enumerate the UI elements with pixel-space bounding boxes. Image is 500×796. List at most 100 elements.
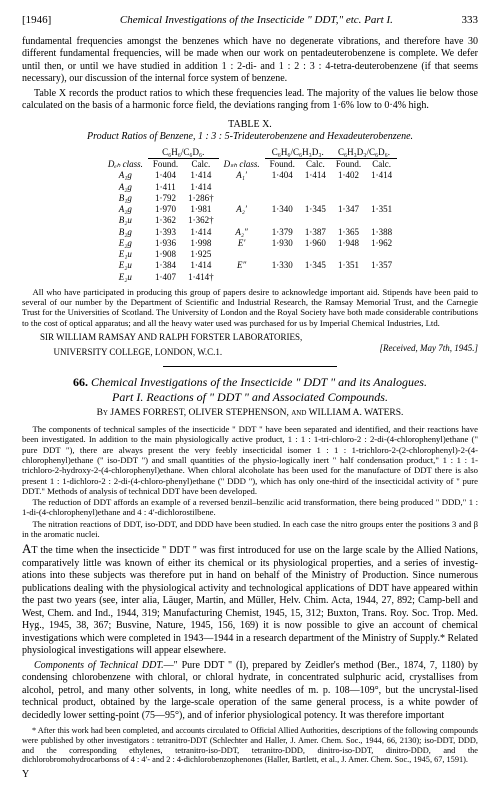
table-cell: 1·330 [265, 260, 300, 271]
article-title-2: Part I. Reactions of " DDT " and Associa… [112, 390, 388, 404]
table-cell [265, 182, 300, 193]
table-cell: 1·404 [148, 170, 183, 181]
table-subcaption: Product Ratios of Benzene, 1 : 3 : 5-Tri… [22, 131, 478, 144]
article-title: 66. Chemical Investigations of the Insec… [22, 375, 478, 405]
table-cell [300, 249, 331, 260]
table-row: E₂u1·4071·414† [103, 272, 397, 283]
table-cell [300, 182, 331, 193]
table-cell [331, 193, 366, 204]
table-cell: 1·414 [366, 170, 397, 181]
table-cell [366, 249, 397, 260]
table-cell: 1·925 [183, 249, 219, 260]
table-row: A₁g1·4041·414A₁′1·4041·4141·4021·414 [103, 170, 397, 181]
table-cell: 1·365 [331, 227, 366, 238]
table-cell [300, 215, 331, 226]
table-cell: 1·414 [183, 182, 219, 193]
table-cell: 1·414 [300, 170, 331, 181]
table-cell: 1·393 [148, 227, 183, 238]
address-line-1: SIR WILLIAM RAMSAY AND RALPH FORSTER LAB… [22, 332, 478, 343]
table-cell: A₂g [103, 204, 148, 215]
table-cell: E₂g [103, 238, 148, 249]
group-header: C₆H₆/C₆D₆. [148, 147, 219, 159]
product-ratio-table: C₆H₆/C₆D₆. C₆H₆/C₆H₃D₃. C₆H₃D₃/C₆D₆. Dₑₕ… [103, 147, 397, 283]
table-cell: 1·411 [148, 182, 183, 193]
table-cell: A₂″ [219, 227, 265, 238]
header-page: 333 [462, 14, 479, 28]
table-cell: 1·960 [300, 238, 331, 249]
table-cell: 1·908 [148, 249, 183, 260]
table-cell [366, 272, 397, 283]
table-cell [219, 272, 265, 283]
table-cell [331, 215, 366, 226]
table-cell: 1·379 [265, 227, 300, 238]
table-cell [219, 249, 265, 260]
table-cell: 1·936 [148, 238, 183, 249]
table-row: A₂g1·9701·981A₂′1·3401·3451·3471·351 [103, 204, 397, 215]
table-cell: 1·340 [265, 204, 300, 215]
table-caption: TABLE X. [22, 119, 478, 132]
table-cell: E₁u [103, 249, 148, 260]
abstract-para-3: The nitration reactions of DDT, iso-DDT,… [22, 519, 478, 540]
table-cell: 1·345 [300, 204, 331, 215]
table-cell: A₁g [103, 170, 148, 181]
table-cell: 1·404 [265, 170, 300, 181]
table-cell: 1·387 [300, 227, 331, 238]
table-cell: A₂′ [219, 204, 265, 215]
table-cell: A₂g [103, 182, 148, 193]
divider [163, 366, 336, 367]
acknowledgement: All who have participated in producing t… [22, 287, 478, 328]
table-cell [265, 249, 300, 260]
table-cell: 1·388 [366, 227, 397, 238]
table-cell: 1·347 [331, 204, 366, 215]
table-cell: 1·414 [183, 227, 219, 238]
footnote: * After this work had been completed, an… [22, 726, 478, 765]
table-row: E₁u1·9081·925 [103, 249, 397, 260]
table-cell [366, 215, 397, 226]
table-cell: 1·362† [183, 215, 219, 226]
table-row: A₂g1·4111·414 [103, 182, 397, 193]
col-header: Found. [148, 159, 183, 171]
table-cell: 1·402 [331, 170, 366, 181]
table-cell: 1·384 [148, 260, 183, 271]
col-header: Calc. [366, 159, 397, 171]
table-cell: 1·357 [366, 260, 397, 271]
address-line-2: UNIVERSITY COLLEGE, LONDON, W.C.1. [22, 347, 222, 358]
table-cell: 1·362 [148, 215, 183, 226]
table-cell: 1·414 [183, 170, 219, 181]
table-cell: E₂u [103, 272, 148, 283]
table-cell: A₁′ [219, 170, 265, 181]
header-year: [1946] [22, 14, 51, 28]
table-cell [219, 182, 265, 193]
table-row: E₂u1·3841·414E″1·3301·3451·3511·357 [103, 260, 397, 271]
table-sub-row: Dₑₕ class. Found. Calc. Dₛₕ class. Found… [103, 159, 397, 171]
intro-para-1: fundamental frequencies amongst the benz… [22, 36, 478, 86]
table-cell [366, 182, 397, 193]
table-cell [265, 272, 300, 283]
table-cell: B₂g [103, 227, 148, 238]
abstract-para-1: The components of technical samples of t… [22, 424, 478, 496]
table-cell [265, 193, 300, 204]
header-title: Chemical Investigations of the Insectici… [51, 14, 461, 28]
table-row: B₂u1·3621·362† [103, 215, 397, 226]
col-header: Calc. [183, 159, 219, 171]
table-cell: 1·948 [331, 238, 366, 249]
table-cell [219, 193, 265, 204]
table-cell: 1·351 [366, 204, 397, 215]
table-cell: 1·414† [183, 272, 219, 283]
table-cell: 1·962 [366, 238, 397, 249]
table-cell: 1·414 [183, 260, 219, 271]
table-cell: 1·930 [265, 238, 300, 249]
col-header: Calc. [300, 159, 331, 171]
col-header: Dₛₕ class. [219, 159, 265, 171]
table-cell [300, 272, 331, 283]
table-cell: 1·792 [148, 193, 183, 204]
table-group-row: C₆H₆/C₆D₆. C₆H₆/C₆H₃D₃. C₆H₃D₃/C₆D₆. [103, 147, 397, 159]
table-cell: E″ [219, 260, 265, 271]
table-row: B₁g1·7921·286† [103, 193, 397, 204]
table-cell [331, 249, 366, 260]
table-cell [331, 272, 366, 283]
article-number: 66. [73, 375, 88, 389]
abstract-para-2: The reduction of DDT affords an example … [22, 497, 478, 518]
col-header: Dₑₕ class. [103, 159, 148, 171]
received-date: [Received, May 7th, 1945.] [380, 343, 478, 358]
